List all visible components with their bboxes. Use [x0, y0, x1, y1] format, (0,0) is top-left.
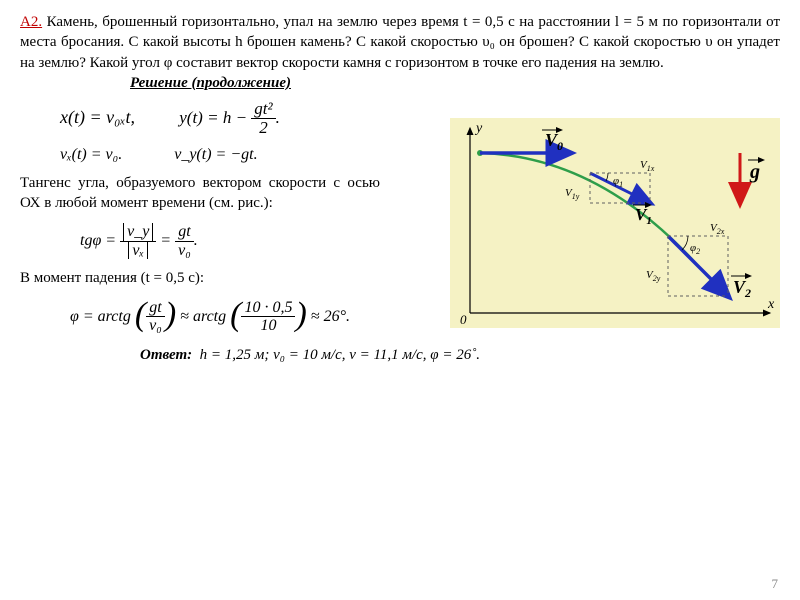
tangent-description: Тангенс угла, образуемого вектором скоро… [20, 174, 380, 213]
y-axis-label: y [474, 121, 483, 136]
problem-text: Камень, брошенный горизонтально, упал на… [20, 14, 780, 71]
diagram-bg [450, 118, 780, 328]
solution-header: Решение (продолжение) [130, 75, 780, 92]
answer-text: h = 1,25 м; v₀ = 10 м/с, v = 11,1 м/с, φ… [200, 347, 480, 363]
eq-vx: vₓ(t) = v₀. [60, 146, 122, 163]
eq-x-of-t: x(t) = v₀ₓt, [60, 107, 135, 127]
answer-label: Ответ: [140, 347, 192, 363]
problem-statement: А2. Камень, брошенный горизонтально, упа… [20, 12, 780, 73]
x-axis-label: x [767, 297, 775, 312]
trajectory-diagram: y x 0 V0 g φ1 V1x V1y V1 φ2 V2x V2y V2 [450, 118, 780, 328]
problem-label: А2. [20, 14, 42, 30]
eq-vy: v_y(t) = −gt. [174, 146, 257, 163]
eq-y-of-t: y(t) = h − gt² 2 . [179, 108, 280, 127]
page-number: 7 [772, 576, 779, 592]
answer-line: Ответ: h = 1,25 м; v₀ = 10 м/с, v = 11,1… [140, 347, 780, 364]
g-label: g [749, 161, 760, 183]
origin-label: 0 [460, 312, 467, 327]
